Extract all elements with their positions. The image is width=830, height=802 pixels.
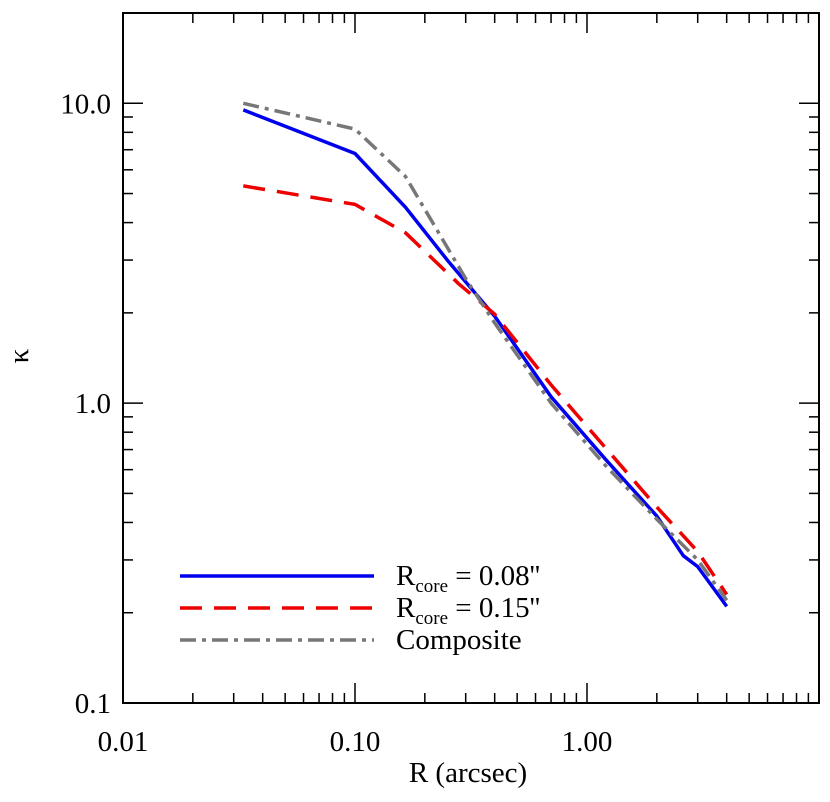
y-tick-label: 0.1 xyxy=(75,688,111,720)
legend-label-1: Rcore = 0.08'' xyxy=(396,560,540,597)
x-axis-label: R (arcsec) xyxy=(409,757,527,789)
legend-label-3: Composite xyxy=(396,624,522,656)
x-tick-label: 0.01 xyxy=(98,726,149,758)
series-line-2 xyxy=(243,184,729,596)
series-line-1 xyxy=(242,108,729,608)
plot-frame xyxy=(122,12,820,704)
axis-ticks xyxy=(122,12,819,704)
legend: Rcore = 0.08''Rcore = 0.15''Composite xyxy=(180,560,540,656)
y-tick-label: 10.0 xyxy=(60,88,111,120)
series-line-3 xyxy=(242,101,729,602)
y-tick-label: 1.0 xyxy=(75,388,111,420)
series-layer xyxy=(242,101,729,608)
x-tick-label: 1.00 xyxy=(562,726,613,758)
x-tick-label: 0.10 xyxy=(330,726,381,758)
tick-labels: 0.01 0.10 1.00 0.1 1.0 10.0 xyxy=(60,88,612,758)
y-axis-label: κ xyxy=(3,348,35,363)
legend-label-2: Rcore = 0.15'' xyxy=(396,592,540,629)
